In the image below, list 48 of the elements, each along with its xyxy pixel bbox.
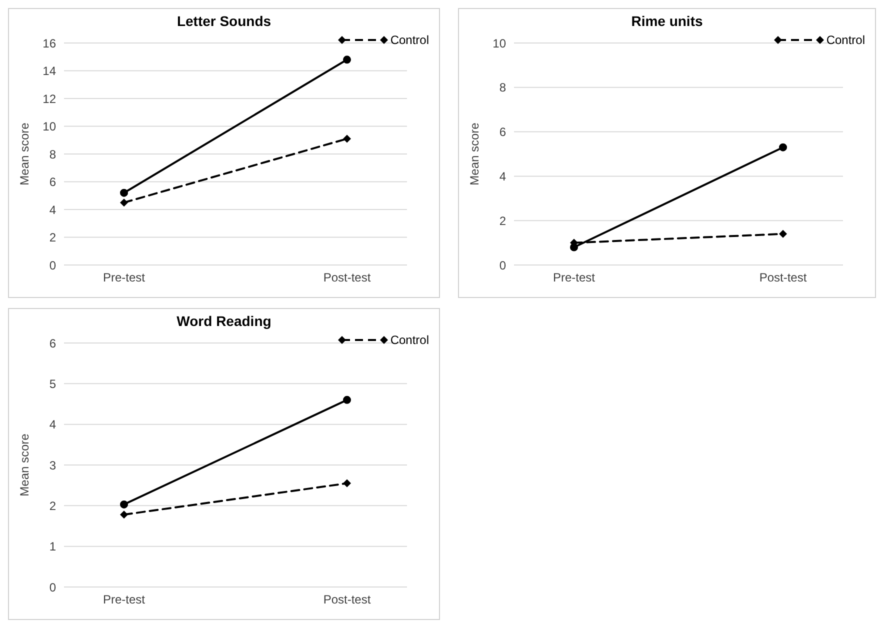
y-tick-label: 10 xyxy=(42,120,56,134)
point xyxy=(120,188,128,197)
x-tick-label: Pre-test xyxy=(102,592,146,607)
x-tick-label: Post-test xyxy=(323,592,372,607)
y-tick-label: 14 xyxy=(42,64,56,78)
y-tick-label: 0 xyxy=(49,580,56,594)
point xyxy=(779,230,787,238)
x-tick-label: Pre-test xyxy=(102,270,146,285)
point xyxy=(120,198,128,207)
y-tick-label: 4 xyxy=(49,202,56,217)
y-tick-label: 10 xyxy=(492,36,506,50)
y-tick-label: 16 xyxy=(42,36,56,50)
point xyxy=(343,56,351,64)
y-tick-label: 1 xyxy=(49,540,56,554)
chart-title: Rime units xyxy=(630,12,704,31)
point xyxy=(120,510,128,519)
point xyxy=(120,500,128,508)
y-tick-label: 6 xyxy=(49,175,56,190)
y-tick-label: 6 xyxy=(499,125,506,140)
y-axis-title: Mean score xyxy=(467,122,482,186)
y-tick-label: 4 xyxy=(499,169,506,184)
legend-label: Control xyxy=(390,333,429,347)
y-tick-label: 2 xyxy=(499,214,506,228)
y-tick-label: 2 xyxy=(49,230,56,245)
x-tick-label: Post-test xyxy=(323,270,372,285)
legend-label: Control xyxy=(826,33,865,47)
y-tick-label: 0 xyxy=(499,258,506,272)
y-tick-label: 8 xyxy=(499,80,506,95)
y-axis-title: Mean score xyxy=(17,433,32,496)
y-tick-label: 12 xyxy=(42,92,56,106)
y-tick-label: 6 xyxy=(49,336,56,350)
point xyxy=(343,396,351,404)
y-tick-label: 2 xyxy=(49,498,56,513)
y-tick-label: 0 xyxy=(49,258,56,272)
y-tick-label: 5 xyxy=(49,376,56,391)
point xyxy=(570,243,578,252)
point xyxy=(779,143,787,152)
chart-title: Letter Sounds xyxy=(176,12,272,31)
point xyxy=(343,479,351,488)
y-axis-title: Mean score xyxy=(17,122,32,186)
y-tick-label: 3 xyxy=(49,458,56,472)
y-tick-label: 4 xyxy=(49,418,56,432)
legend-label: Control xyxy=(390,33,429,47)
point xyxy=(343,134,351,143)
x-tick-label: Post-test xyxy=(759,270,808,285)
y-tick-label: 8 xyxy=(49,147,56,162)
chart-title: Word Reading xyxy=(176,312,272,331)
x-tick-label: Pre-test xyxy=(552,270,596,285)
